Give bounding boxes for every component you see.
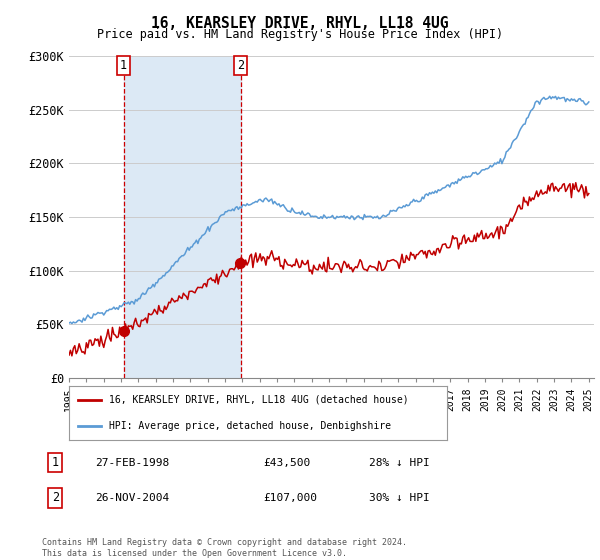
Text: 30% ↓ HPI: 30% ↓ HPI — [370, 493, 430, 503]
Text: 28% ↓ HPI: 28% ↓ HPI — [370, 458, 430, 468]
Text: 2: 2 — [237, 59, 244, 72]
Text: 16, KEARSLEY DRIVE, RHYL, LL18 4UG: 16, KEARSLEY DRIVE, RHYL, LL18 4UG — [151, 16, 449, 31]
Bar — [124, 56, 241, 378]
Text: £43,500: £43,500 — [264, 458, 311, 468]
Text: 2: 2 — [52, 491, 59, 505]
Text: Contains HM Land Registry data © Crown copyright and database right 2024.
This d: Contains HM Land Registry data © Crown c… — [42, 538, 407, 558]
Text: 26-NOV-2004: 26-NOV-2004 — [95, 493, 169, 503]
Text: 27-FEB-1998: 27-FEB-1998 — [95, 458, 169, 468]
Text: £107,000: £107,000 — [264, 493, 318, 503]
Text: Price paid vs. HM Land Registry's House Price Index (HPI): Price paid vs. HM Land Registry's House … — [97, 28, 503, 41]
Text: 1: 1 — [120, 59, 127, 72]
Text: 1: 1 — [52, 456, 59, 469]
Text: 16, KEARSLEY DRIVE, RHYL, LL18 4UG (detached house): 16, KEARSLEY DRIVE, RHYL, LL18 4UG (deta… — [109, 395, 409, 405]
Text: HPI: Average price, detached house, Denbighshire: HPI: Average price, detached house, Denb… — [109, 421, 391, 431]
